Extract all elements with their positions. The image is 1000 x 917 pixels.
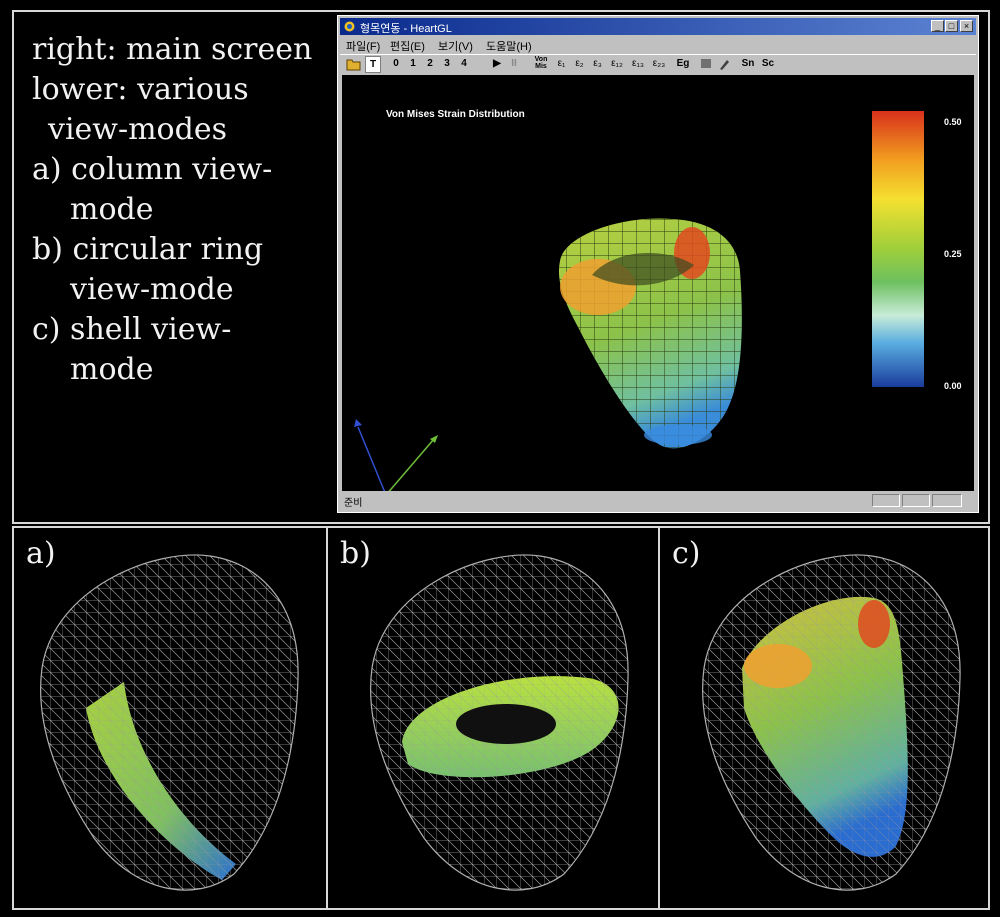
caption-line: mode [70, 192, 154, 227]
panel-shell-view: c) [658, 526, 990, 910]
status-cell [932, 494, 962, 507]
render-viewport[interactable]: Von Mises Strain Distribution 0.50 0.25 … [342, 75, 974, 491]
pen-icon[interactable] [718, 57, 730, 71]
status-cell [902, 494, 930, 507]
von-mises-button[interactable]: Von Mis [534, 56, 548, 70]
strain-e23-button[interactable]: ε₂₃ [652, 58, 666, 69]
main-screen-frame [12, 10, 990, 524]
minimize-button[interactable]: _ [931, 20, 944, 32]
toolbar-frame-0[interactable]: 0 [393, 58, 399, 69]
viewport-canvas: Von Mises Strain Distribution 0.50 0.25 … [354, 109, 962, 491]
caption-line: b) circular ring [32, 232, 264, 267]
strain-e12-button[interactable]: ε₁₂ [611, 58, 623, 69]
colorbar-min-label: 0.00 [944, 381, 962, 391]
panel-ring-view: b) [326, 526, 660, 910]
caption-line: mode [70, 352, 154, 387]
toolbar-frame-1[interactable]: 1 [410, 58, 416, 69]
shell-view-render [702, 554, 961, 891]
toolbar-frame-2[interactable]: 2 [427, 58, 433, 69]
caption-line: a) column view- [32, 152, 273, 187]
caption-line: view-modes [48, 112, 227, 147]
caption-line: view-mode [70, 272, 234, 307]
panel-c-label: c) [672, 536, 701, 571]
colorbar-max-label: 0.50 [944, 117, 962, 127]
toolbar-frame-3[interactable]: 3 [444, 58, 450, 69]
heart-model [558, 218, 742, 449]
open-folder-icon[interactable] [346, 57, 362, 71]
panel-a-label: a) [26, 536, 56, 571]
ring-view-render [370, 554, 629, 891]
strain-e3-button[interactable]: ε₃ [593, 58, 602, 69]
eigen-button[interactable]: Eg [676, 58, 690, 69]
app-icon [344, 21, 355, 32]
toolbar: T 0 1 2 3 4 ▶ II Von Mis ε₁ ε₂ ε₃ ε₁₂ ε₁… [340, 54, 976, 73]
status-bar: 준비 [340, 492, 976, 510]
maximize-button[interactable]: □ [945, 20, 958, 32]
stop-icon[interactable] [701, 59, 711, 68]
colorbar [872, 111, 924, 387]
z-axis [357, 426, 386, 491]
menu-bar: 파일(F) 편집(E) 보기(V) 도움말(H) [340, 36, 976, 53]
column-view-render [40, 554, 299, 891]
viewport-title: Von Mises Strain Distribution [386, 109, 525, 120]
y-axis-arrow [430, 435, 438, 443]
colorbar-mid-label: 0.25 [944, 249, 962, 259]
pause-button[interactable]: II [511, 58, 517, 69]
title-bar[interactable]: 형목연동 - HeartGL _ □ × [340, 18, 976, 35]
play-button[interactable]: ▶ [493, 58, 501, 69]
sc-button[interactable]: Sc [761, 58, 775, 69]
toolbar-text-button[interactable]: T [365, 56, 381, 73]
y-axis [388, 438, 435, 491]
menu-file[interactable]: 파일(F) [346, 41, 381, 53]
close-button[interactable]: × [960, 20, 973, 32]
axes-gizmo [354, 419, 438, 491]
menu-help[interactable]: 도움말(H) [486, 41, 532, 53]
strain-e2-button[interactable]: ε₂ [575, 58, 584, 69]
status-text: 준비 [344, 498, 363, 509]
panel-b-label: b) [340, 536, 371, 571]
sn-button[interactable]: Sn [741, 58, 755, 69]
menu-edit[interactable]: 편집(E) [390, 41, 425, 53]
caption-line: c) shell view- [32, 312, 232, 347]
toolbar-frame-4[interactable]: 4 [461, 58, 467, 69]
caption-text: right: main screen lower: various view-m… [32, 30, 332, 390]
strain-e1-button[interactable]: ε₁ [557, 58, 566, 69]
strain-e13-button[interactable]: ε₁₃ [632, 58, 644, 69]
caption-line: right: main screen [32, 32, 313, 67]
panel-column-view: a) [12, 526, 328, 910]
window-title: 형목연동 - HeartGL [360, 23, 452, 35]
z-axis-arrow [354, 419, 362, 427]
app-window: 형목연동 - HeartGL _ □ × 파일(F) 편집(E) 보기(V) 도… [337, 15, 979, 513]
status-cell [872, 494, 900, 507]
ring-hole [456, 704, 556, 744]
menu-view[interactable]: 보기(V) [438, 41, 473, 53]
wireframe-heart [40, 554, 299, 891]
caption-line: lower: various [32, 72, 249, 107]
